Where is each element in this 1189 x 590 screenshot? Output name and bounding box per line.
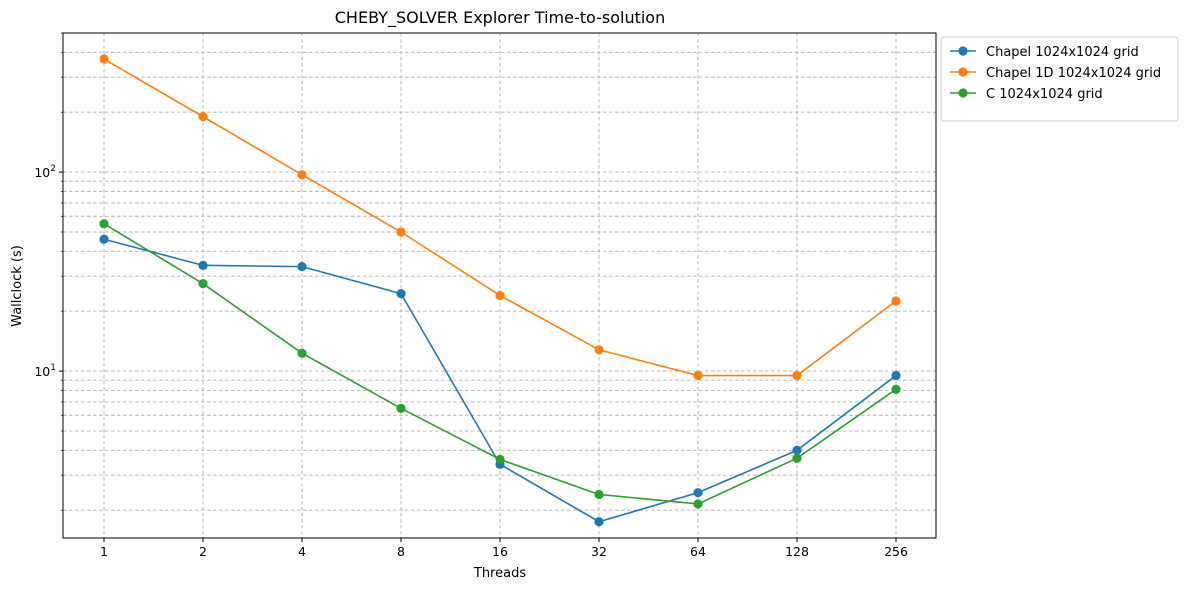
data-point — [198, 260, 208, 270]
data-point — [198, 112, 208, 122]
y-tick-label: 102 — [34, 164, 56, 180]
legend: Chapel 1024x1024 grid Chapel 1D 1024x1024… — [940, 36, 1179, 122]
legend-label: C 1024x1024 grid — [986, 87, 1103, 102]
data-point — [792, 370, 802, 381]
y-axis: 101 102 — [34, 32, 63, 511]
data-point — [297, 348, 307, 358]
legend-box — [940, 36, 1179, 122]
data-point — [99, 234, 109, 244]
data-point — [693, 488, 703, 498]
data-point — [99, 54, 109, 64]
x-tick-label: 4 — [298, 544, 306, 559]
data-point — [594, 517, 604, 527]
data-point — [396, 403, 406, 413]
x-tick-label: 32 — [591, 544, 607, 559]
data-point — [891, 296, 901, 306]
data-point — [594, 489, 604, 500]
x-axis-label: Threads — [473, 566, 526, 581]
data-point — [396, 227, 406, 237]
legend-label: Chapel 1D 1024x1024 grid — [986, 66, 1161, 81]
x-tick-label: 64 — [690, 544, 706, 559]
data-point — [891, 384, 901, 394]
data-point — [891, 370, 901, 381]
x-axis: 1 2 4 8 16 32 64 128 256 — [100, 538, 908, 559]
y-axis-label: Wallclock (s) — [10, 245, 25, 327]
data-point — [792, 453, 802, 463]
data-point — [495, 454, 505, 465]
data-point — [693, 499, 703, 509]
legend-marker — [958, 46, 968, 56]
grid — [63, 32, 936, 538]
data-point — [297, 170, 307, 180]
data-point — [99, 219, 109, 229]
data-point — [594, 345, 604, 355]
x-tick-label: 16 — [492, 544, 508, 559]
y-tick-label: 101 — [34, 363, 56, 379]
x-tick-label: 8 — [397, 544, 405, 559]
data-point — [198, 279, 208, 289]
legend-marker — [958, 88, 968, 98]
legend-marker — [958, 67, 968, 77]
data-point — [693, 370, 703, 381]
data-point — [297, 262, 307, 272]
chart-title: CHEBY_SOLVER Explorer Time-to-solution — [335, 8, 665, 28]
series-layer — [99, 54, 901, 527]
x-tick-label: 128 — [785, 544, 809, 559]
data-point — [396, 289, 406, 299]
legend-label: Chapel 1024x1024 grid — [986, 45, 1139, 60]
x-tick-label: 256 — [884, 544, 908, 559]
x-tick-label: 1 — [100, 544, 108, 559]
data-point — [792, 445, 802, 455]
data-point — [495, 290, 505, 301]
x-tick-label: 2 — [199, 544, 207, 559]
